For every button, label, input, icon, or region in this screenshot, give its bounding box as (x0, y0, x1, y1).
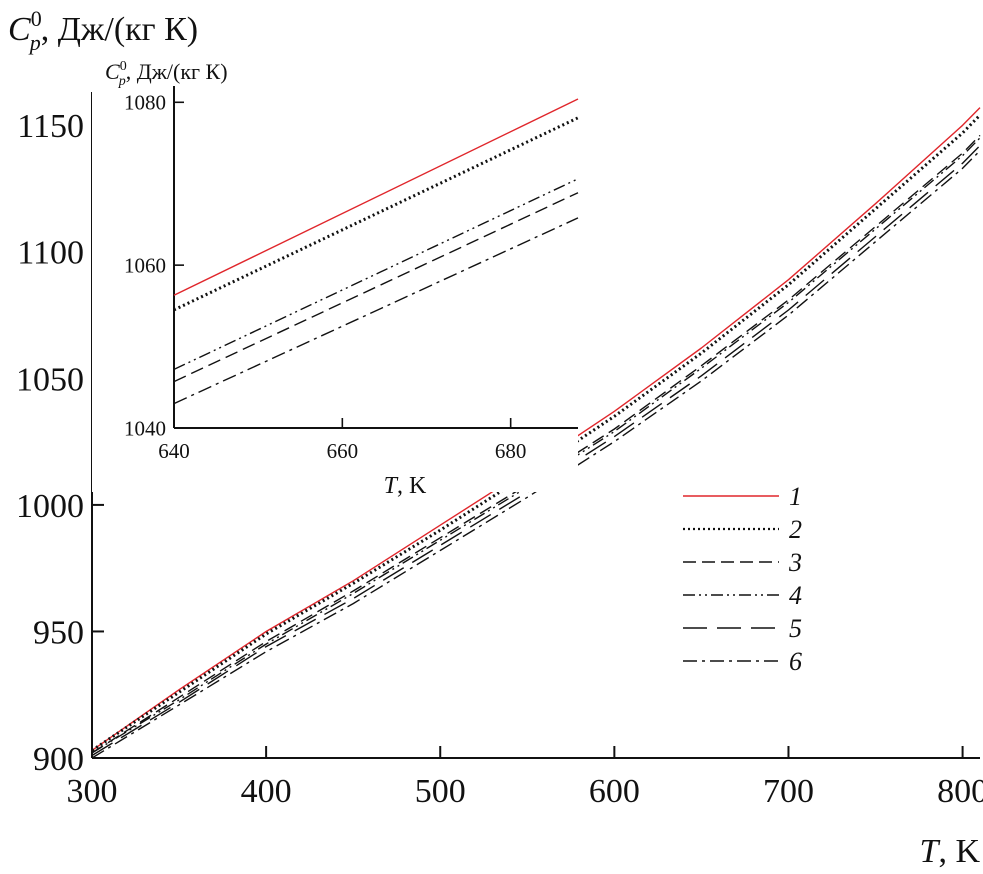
main-y-tick-label: 1100 (17, 235, 84, 272)
main-y-tick-label: 950 (33, 614, 84, 651)
inset-y-tick-label: 1040 (124, 416, 166, 440)
main-y-label: C0 p, Дж/(кг К) (8, 6, 198, 55)
main-x-tick-label: 400 (241, 773, 292, 810)
inset-series-1-line (173, 98, 579, 296)
legend-label-3: 3 (788, 548, 802, 577)
main-series-2-line (91, 114, 982, 752)
inset-x-tick-label: 680 (495, 439, 527, 463)
main-x-tick-label: 800 (937, 773, 983, 810)
inset-ticks: 640 660 680 1040 1060 1080 (124, 91, 526, 463)
inset-y-tick-label: 1060 (124, 253, 166, 277)
inset-series-6-line (173, 217, 579, 405)
legend-label-5: 5 (789, 614, 802, 643)
main-y-tick-label: 900 (33, 741, 84, 778)
main-x-tick-label: 700 (763, 773, 814, 810)
inset-y-label: C0 p, Дж/(кг К) (105, 59, 228, 89)
inset-plot: 640 660 680 1040 1060 1080 C0 p, Дж/(кг К) T, … (92, 59, 579, 499)
inset-x-label: T, K (384, 473, 427, 499)
legend-label-2: 2 (789, 515, 802, 544)
main-y-tick-label: 1150 (17, 108, 84, 145)
legend: 1 2 3 4 5 6 (683, 482, 802, 676)
inset-y-tick-label: 1080 (124, 91, 166, 115)
main-ticks: 300 400 500 600 700 800 900 950 1000 1050 1100 1150 (16, 108, 983, 810)
inset-series-lines (173, 98, 579, 405)
inset-series-3-line (173, 192, 579, 383)
legend-label-1: 1 (789, 482, 802, 511)
main-x-tick-label: 300 (67, 773, 118, 810)
main-x-tick-label: 500 (415, 773, 466, 810)
inset-x-tick-label: 640 (158, 439, 190, 463)
legend-label-6: 6 (789, 647, 802, 676)
inset-x-tick-label: 660 (327, 439, 359, 463)
main-x-label: T, K (920, 833, 981, 870)
inset-series-4-line (173, 178, 579, 371)
main-y-tick-label: 1050 (16, 361, 84, 398)
main-x-tick-label: 600 (589, 773, 640, 810)
legend-label-4: 4 (789, 581, 802, 610)
main-y-tick-label: 1000 (16, 488, 84, 525)
